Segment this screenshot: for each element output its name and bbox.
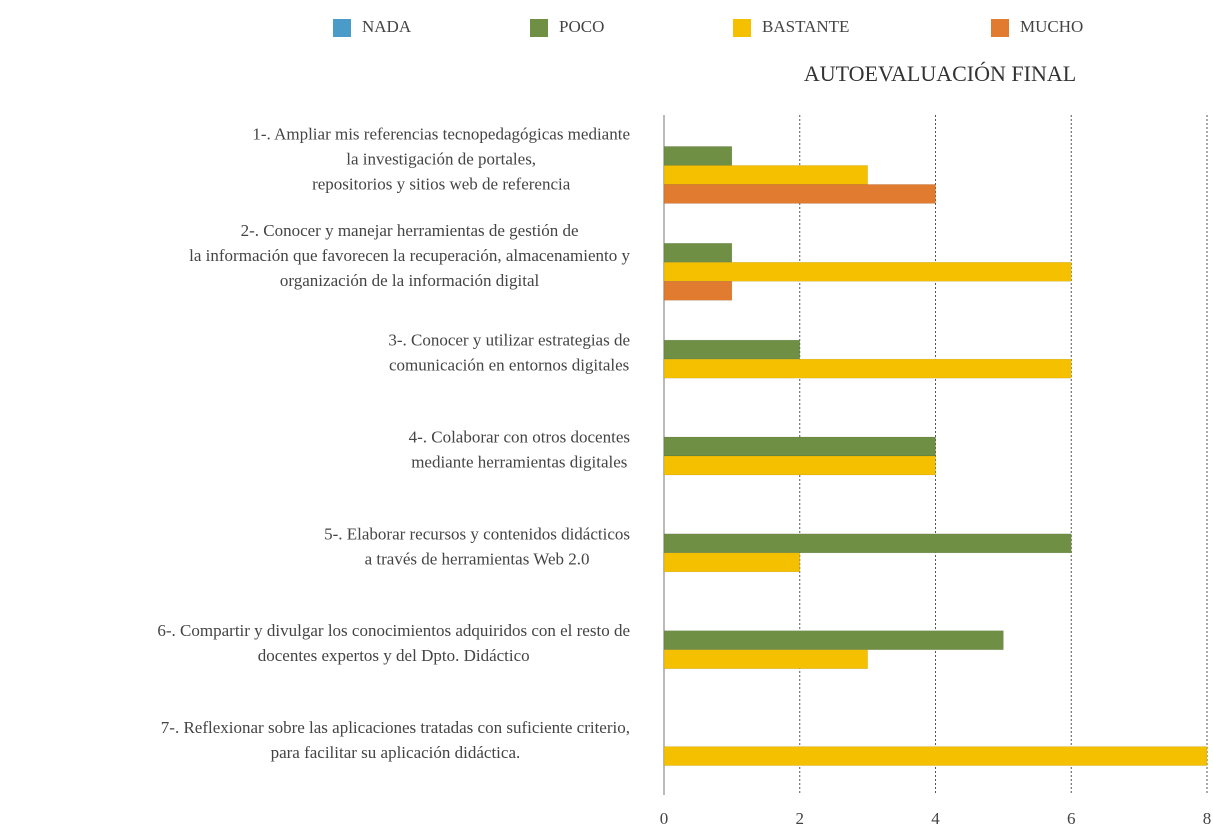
y-tick-label: para facilitar su aplicación didáctica. [271, 743, 521, 762]
bar [663, 630, 1004, 650]
y-tick-label: 6-. Compartir y divulgar los conocimient… [157, 621, 630, 640]
y-tick-label: 5-. Elaborar recursos y contenidos didác… [324, 524, 630, 543]
bar [663, 358, 1072, 379]
y-tick-label: 3-. Conocer y utilizar estrategias de [388, 331, 630, 350]
y-tick-label: 1-. Ampliar mis referencias tecnopedagóg… [252, 124, 630, 143]
y-tick-label: mediante herramientas digitales [411, 452, 627, 471]
bar [663, 262, 1072, 282]
y-tick-label: docentes expertos y del Dpto. Didáctico [258, 646, 530, 665]
legend-label: NADA [362, 17, 412, 36]
y-tick-label: organización de la información digital [280, 271, 540, 290]
legend-swatch [733, 19, 751, 37]
bar [663, 649, 868, 669]
x-tick-label: 8 [1203, 809, 1212, 828]
y-tick-label: 4-. Colaborar con otros docentes [409, 427, 630, 446]
legend-label: MUCHO [1020, 17, 1083, 36]
y-tick-label: 7-. Reflexionar sobre las aplicaciones t… [161, 718, 630, 737]
legend-swatch [530, 19, 548, 37]
y-tick-label: la investigación de portales, [346, 149, 536, 168]
x-tick-label: 2 [796, 809, 805, 828]
legend-swatch [991, 19, 1009, 37]
y-tick-label: la información que favorecen la recupera… [189, 246, 630, 265]
y-tick-label: 2-. Conocer y manejar herramientas de ge… [241, 221, 579, 240]
bar [663, 281, 733, 301]
legend-label: BASTANTE [762, 17, 849, 36]
bar [663, 243, 733, 263]
y-tick-label: repositorios y sitios web de referencia [312, 174, 571, 193]
bar [663, 436, 936, 457]
bar [663, 552, 800, 573]
legend-label: POCO [559, 17, 604, 36]
bar [663, 165, 868, 185]
y-tick-label: comunicación en entornos digitales [389, 356, 629, 375]
bar [663, 533, 1072, 554]
bar [663, 746, 1208, 766]
x-tick-label: 6 [1067, 809, 1076, 828]
x-tick-label: 0 [660, 809, 669, 828]
legend-swatch [333, 19, 351, 37]
x-tick-label: 4 [931, 809, 940, 828]
chart-title: AUTOEVALUACIÓN FINAL [804, 61, 1076, 86]
bar [663, 146, 733, 166]
bar [663, 184, 936, 204]
y-tick-label: a través de herramientas Web 2.0 [365, 549, 590, 568]
bar [663, 455, 936, 476]
bar [663, 339, 800, 360]
